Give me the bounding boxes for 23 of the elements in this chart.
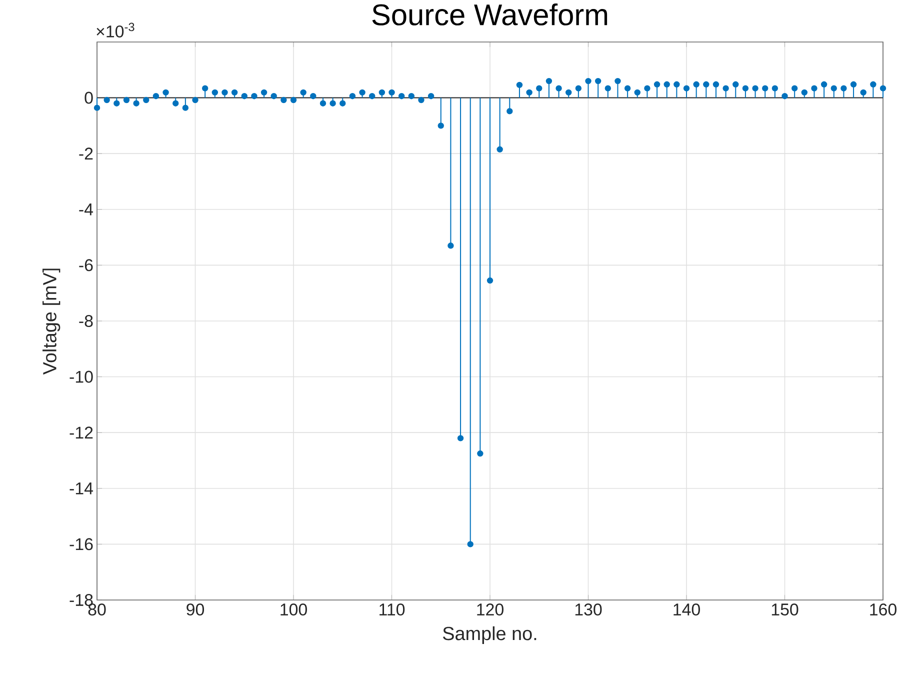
y-axis-title: Voltage [mV] [42,268,60,375]
y-tick-label: -18 [70,594,93,606]
x-tick-label: 110 [380,604,405,616]
y-tick-label: -16 [70,538,93,550]
x-tick-label: 130 [575,604,602,616]
y-tick-label: 0 [84,92,93,104]
y-tick-label: -10 [70,370,93,383]
x-axis-title: Sample no. [442,626,536,644]
x-tick-label: 90 [186,604,204,616]
y-tick-label: -6 [79,259,93,272]
x-tick-label: 150 [772,604,798,616]
x-tick-label: 100 [280,604,307,616]
y-tick-label: -12 [70,426,93,438]
x-tick-label: 120 [477,604,504,616]
chart-title: Source Waveform [372,4,608,26]
y-tick-label: -4 [79,204,93,216]
x-tick-label: 140 [674,604,700,616]
text: ×10$^{-3}$ [96,22,134,38]
x-tick-label: 160 [870,604,896,616]
y-tick-label: -2 [79,148,93,160]
y-tick-label: -8 [79,314,93,327]
y-tick-label: -14 [70,482,93,494]
x-tick-label: 80 [88,604,106,616]
